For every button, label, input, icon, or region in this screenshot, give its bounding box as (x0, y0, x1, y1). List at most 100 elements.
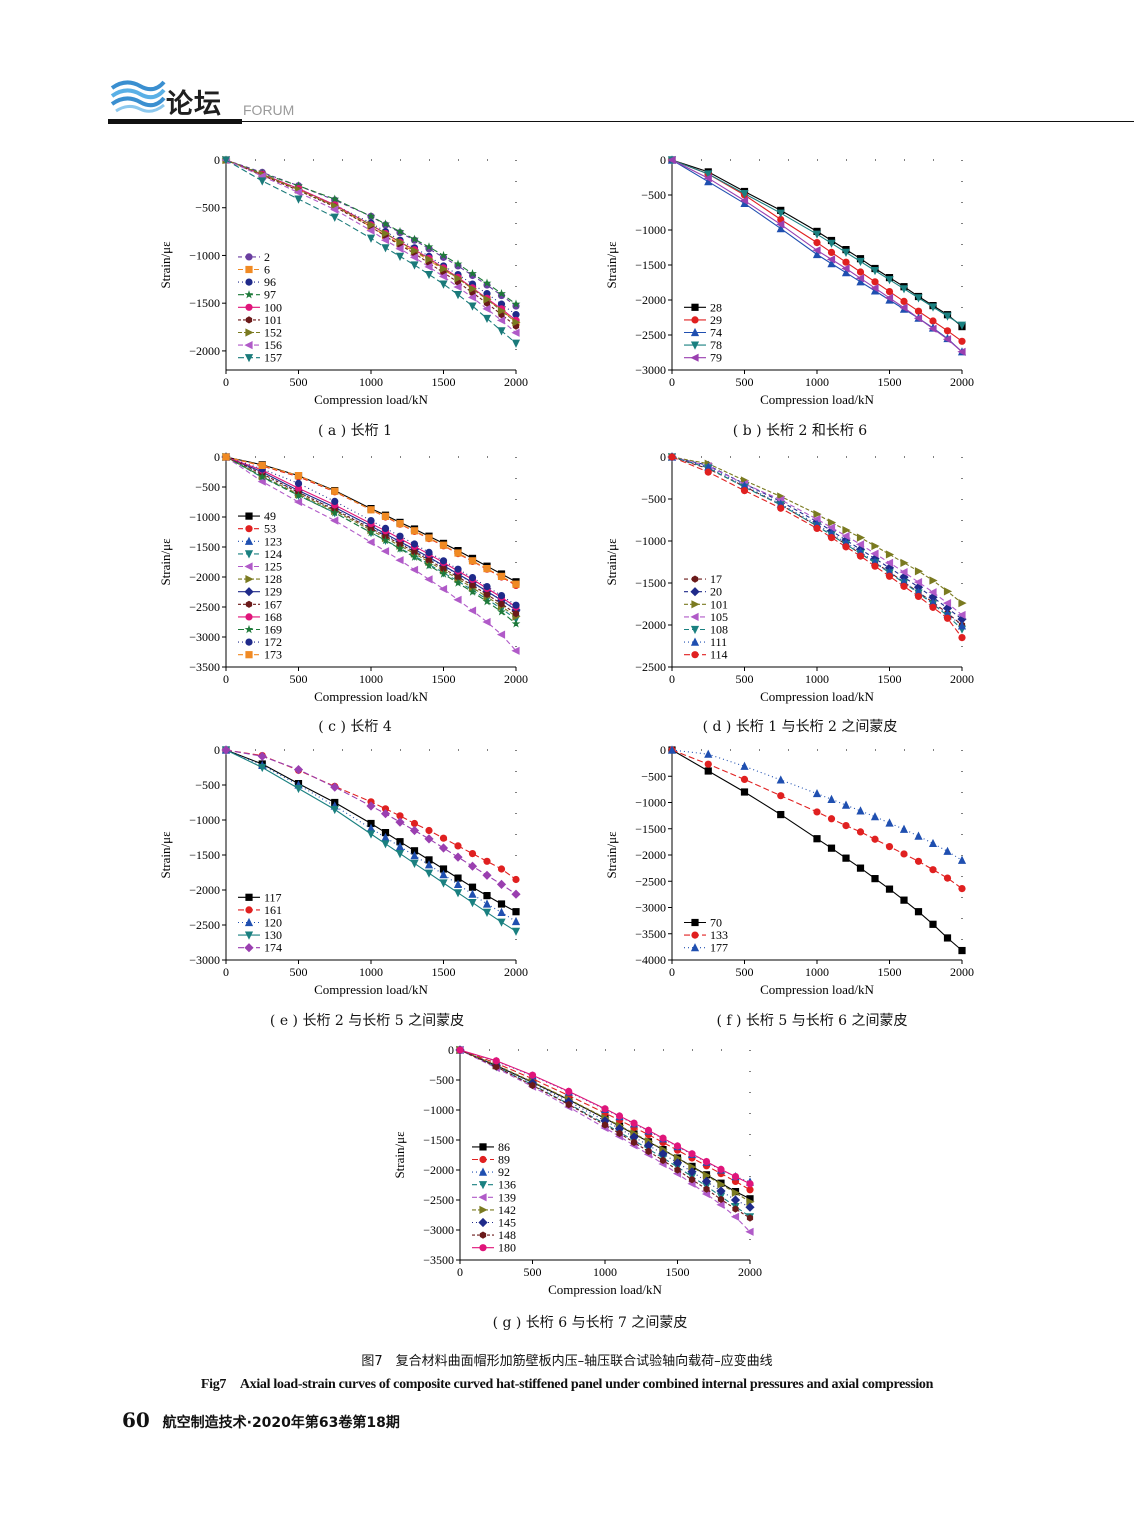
data-point (777, 504, 785, 512)
data-point (813, 524, 821, 532)
data-point (221, 156, 231, 165)
data-point (667, 745, 677, 754)
series-105 (667, 452, 966, 620)
y-tick-label: −500 (641, 769, 666, 783)
page-header: 论坛 FORUM (108, 78, 1134, 126)
data-point (667, 155, 676, 165)
data-point (740, 788, 749, 796)
data-point (899, 303, 908, 312)
legend-marker (244, 562, 253, 571)
data-point (331, 497, 339, 505)
data-point (396, 540, 404, 548)
legend-label: 49 (264, 509, 276, 523)
data-point (870, 812, 880, 821)
data-point (870, 549, 879, 558)
data-point (957, 321, 967, 330)
data-point (746, 1195, 754, 1203)
data-point (645, 1147, 652, 1155)
data-point (776, 224, 785, 233)
y-tick-label: −500 (429, 1073, 454, 1087)
data-point (482, 304, 491, 314)
data-point (702, 1171, 712, 1180)
legend-label: 86 (498, 1140, 510, 1154)
data-point (454, 549, 462, 557)
legend-marker (245, 613, 253, 621)
data-point (777, 810, 785, 819)
data-point (439, 865, 448, 873)
data-point (827, 844, 836, 852)
data-point (396, 520, 404, 528)
data-point (813, 510, 822, 519)
data-point (496, 316, 506, 325)
x-tick-label: 2000 (950, 965, 974, 979)
data-point (409, 825, 420, 836)
data-point (827, 815, 836, 823)
data-point (330, 508, 340, 517)
data-point (367, 220, 376, 230)
data-point (497, 572, 506, 580)
data-point (704, 177, 713, 186)
series-line (671, 456, 963, 638)
data-point (731, 1173, 740, 1181)
chart-axes: 0 −500 −1000 −1500 −2000 0 500 1000 1500 2000 Comp… (158, 153, 528, 407)
data-point (899, 567, 908, 577)
data-point (827, 794, 836, 803)
y-tick-label: −3000 (423, 1223, 454, 1237)
data-point (776, 209, 785, 218)
data-point (381, 219, 390, 228)
data-point (856, 806, 865, 815)
chart-f: 0 −500 −1000 −1500 −2000 −2500 −3000 −3500 −4000… (596, 740, 976, 1005)
legend-marker (245, 265, 253, 274)
data-point (740, 761, 749, 770)
data-point (701, 1189, 711, 1199)
data-point (294, 784, 303, 794)
data-point (856, 257, 865, 267)
legend-label: 2 (264, 250, 270, 264)
legend-label: 142 (498, 1203, 516, 1217)
journal-info: 航空制造技术·2020年第63卷第18期 (162, 1415, 400, 1431)
caption-a: ( a ) 长桁 1 (318, 423, 392, 439)
data-point (871, 875, 879, 883)
legend-label: 101 (710, 597, 728, 611)
data-point (856, 277, 865, 286)
legend-marker (245, 575, 254, 584)
data-point (454, 274, 463, 283)
data-point (468, 302, 477, 311)
data-point (842, 258, 850, 266)
data-point (468, 883, 477, 891)
data-point (659, 1156, 667, 1164)
data-point (424, 869, 434, 878)
legend-marker (245, 512, 253, 520)
legend-marker (245, 651, 253, 659)
figure-caption-en: Fig7 Axial load-strain curves of composi… (200, 1377, 934, 1392)
data-point (928, 838, 938, 848)
legend-marker (690, 587, 700, 597)
data-point (366, 830, 376, 839)
data-point (565, 1101, 572, 1109)
data-point (424, 561, 434, 570)
x-axis-label: Compression load/kN (314, 392, 428, 407)
data-point (331, 487, 339, 495)
legend-marker (478, 1181, 488, 1190)
data-point (258, 177, 267, 186)
y-tick-label: −2500 (635, 660, 666, 674)
data-point (841, 800, 851, 809)
y-axis-label: Strain/με (158, 241, 173, 289)
data-point (704, 749, 713, 758)
y-tick-label: −3500 (189, 660, 220, 674)
data-point (885, 885, 894, 893)
y-axis-label: Strain/με (604, 831, 619, 879)
legend-label: 28 (710, 300, 722, 314)
y-tick-label: −2000 (189, 883, 220, 897)
data-point (856, 864, 865, 872)
data-point (614, 1124, 625, 1134)
y-tick-label: 0 (660, 153, 666, 167)
data-point (496, 630, 506, 639)
data-point (701, 1176, 712, 1186)
legend-marker (244, 290, 254, 299)
data-point (395, 252, 405, 262)
